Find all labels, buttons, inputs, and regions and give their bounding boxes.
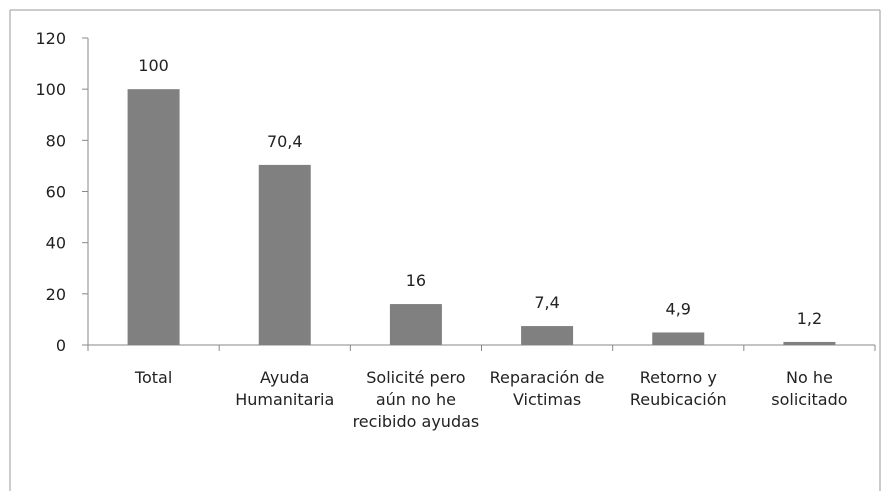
x-tick-label: Reparación de Victimas	[490, 368, 605, 409]
data-label: 1,2	[797, 309, 822, 328]
x-tick-label: Solicité pero aún no he recibido ayudas	[353, 368, 480, 431]
x-tick-label: Total	[134, 368, 172, 387]
y-tick-label: 20	[46, 285, 66, 304]
x-tick-label: No he solicitado	[771, 368, 847, 409]
x-tick-label: Ayuda Humanitaria	[235, 368, 334, 409]
y-tick-label: 60	[46, 183, 66, 202]
data-label: 100	[138, 56, 169, 75]
data-label: 7,4	[534, 293, 559, 312]
data-label: 4,9	[666, 299, 691, 318]
y-tick-label: 0	[56, 336, 66, 355]
y-tick-label: 80	[46, 131, 66, 150]
bar	[783, 341, 836, 345]
y-tick-label: 100	[35, 80, 66, 99]
data-label: 16	[406, 271, 426, 290]
bar	[258, 164, 311, 345]
y-tick-label: 120	[35, 29, 66, 48]
y-tick-label: 40	[46, 234, 66, 253]
data-label: 70,4	[267, 132, 303, 151]
x-tick-label: Retorno y Reubicación	[630, 368, 727, 409]
bar	[127, 89, 180, 346]
bar	[652, 332, 705, 345]
bar	[389, 304, 442, 345]
bar	[521, 326, 574, 345]
